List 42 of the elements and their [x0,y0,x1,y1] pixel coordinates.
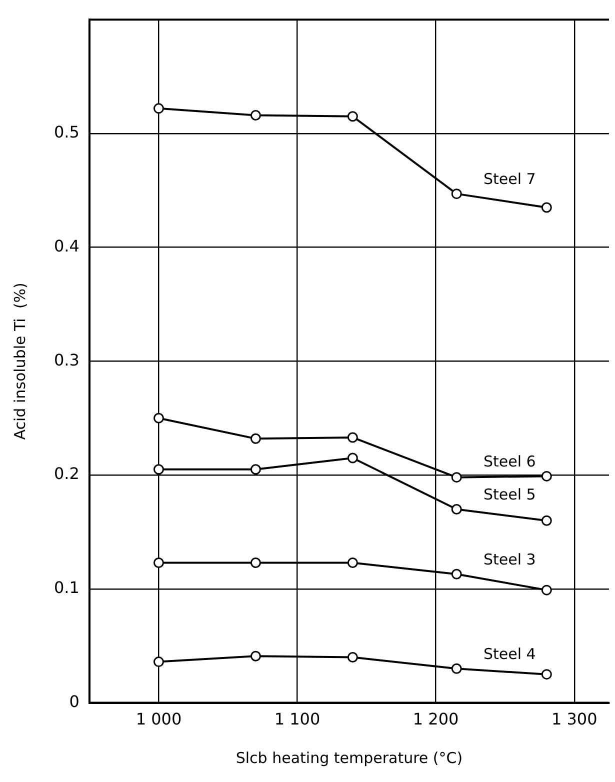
series-label: Steel 6 [483,452,536,471]
y-tick-label: 0.2 [54,464,80,484]
point [153,412,164,424]
point [541,202,552,213]
point [347,652,358,663]
x-tick-label: 1 000 [136,710,182,729]
point [451,472,462,483]
point [541,470,552,482]
series-label: Steel 4 [483,645,536,664]
series-label: Steel 3 [483,550,536,569]
point [347,557,358,568]
y-tick-label: 0.4 [54,236,80,256]
point [541,515,552,526]
point [347,111,358,122]
x-axis-title: Slcb heating temperature (°C) [236,748,463,767]
point [541,669,552,680]
x-tick-label: 1 200 [412,710,459,729]
point [451,188,462,200]
point [541,584,552,596]
y-tick-label: 0 [69,692,80,711]
point [250,464,261,475]
point [153,656,164,668]
point [451,504,462,514]
series-label: Steel 5 [483,486,536,504]
series-label: Steel 7 [483,170,536,188]
point [451,663,462,674]
point [250,110,261,120]
point [250,433,261,444]
x-tick-label: 1 300 [551,710,598,729]
point [451,568,462,580]
point [153,557,164,568]
x-tick-label: 1 100 [274,710,320,729]
point [347,432,358,443]
point [250,557,261,568]
point [153,464,164,475]
point [153,103,164,114]
point [347,452,358,464]
y-axis-title: Acid insoluble Ti (%) [10,282,29,440]
y-tick-label: 0.1 [54,578,80,598]
y-tick-label: 0.5 [54,122,80,142]
point [250,650,261,662]
y-tick-label: 0.3 [54,350,80,370]
